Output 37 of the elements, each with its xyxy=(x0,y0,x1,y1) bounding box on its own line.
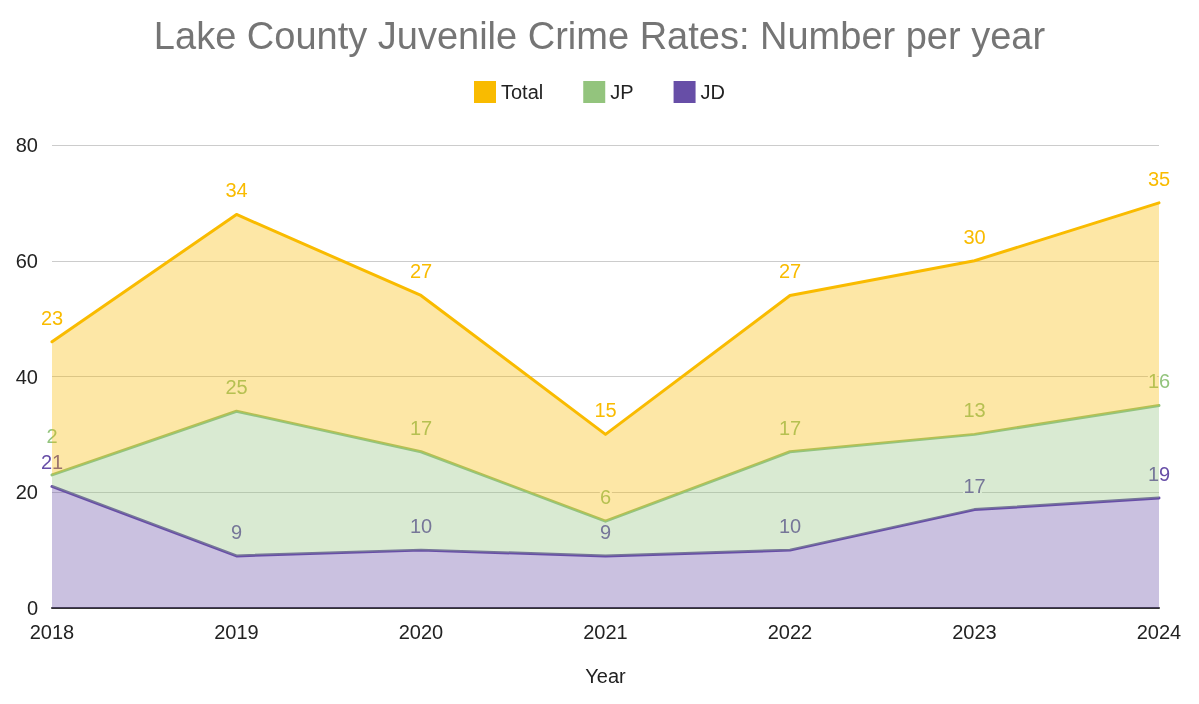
legend-label: Total xyxy=(500,81,544,103)
data-label: 10 xyxy=(409,515,433,538)
y-tick-label: 0 xyxy=(26,597,38,619)
legend-label: JD xyxy=(700,81,726,103)
x-axis-title: Year xyxy=(585,665,627,687)
data-label: 13 xyxy=(963,399,986,422)
data-label: 17 xyxy=(963,474,986,497)
data-label: 27 xyxy=(778,260,802,283)
y-tick-label: 20 xyxy=(15,481,38,504)
x-tick-label: 2021 xyxy=(583,621,628,643)
data-label: 9 xyxy=(599,520,612,543)
data-label: 34 xyxy=(225,179,248,202)
x-tick-label: 2019 xyxy=(214,621,259,643)
x-tick-label: 2020 xyxy=(398,621,444,643)
x-tick-label: 2022 xyxy=(767,621,813,643)
y-tick-label: 80 xyxy=(15,134,38,156)
data-label: 9 xyxy=(230,520,243,543)
data-label: 10 xyxy=(778,515,802,538)
y-tick-label: 60 xyxy=(15,249,38,272)
data-label: 25 xyxy=(225,376,248,399)
data-label: 23 xyxy=(40,306,64,329)
legend-label: JP xyxy=(610,81,634,103)
data-label: 17 xyxy=(778,416,802,439)
y-tick-label: 40 xyxy=(15,365,38,388)
x-tick-label: 2023 xyxy=(952,621,997,643)
chart-title: Lake County Juvenile Crime Rates: Number per year xyxy=(153,15,1046,57)
data-label: 2 xyxy=(46,425,58,448)
data-label: 17 xyxy=(409,416,433,439)
data-label: 27 xyxy=(409,260,433,283)
x-tick-label: 2018 xyxy=(29,621,75,643)
data-label: 30 xyxy=(963,225,986,248)
data-label: 19 xyxy=(1147,463,1171,486)
data-label: 6 xyxy=(599,486,612,509)
data-label: 15 xyxy=(594,399,617,422)
data-label: 21 xyxy=(40,451,64,474)
x-tick-label: 2024 xyxy=(1136,621,1182,643)
data-label: 35 xyxy=(1147,167,1171,190)
